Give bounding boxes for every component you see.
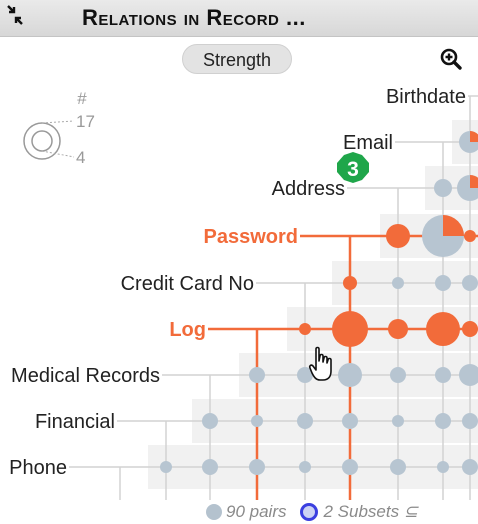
pair-node[interactable] [435, 275, 451, 291]
row-label-medical-records[interactable]: Medical Records [11, 365, 160, 387]
pair-node[interactable] [386, 224, 410, 248]
subset-ring-icon [300, 503, 319, 521]
pair-node[interactable] [342, 459, 358, 475]
hand-cursor-icon [308, 346, 332, 381]
pair-node[interactable] [338, 363, 362, 387]
zoom-in-icon[interactable] [439, 47, 463, 71]
legend-max: 17 [76, 112, 95, 131]
row-label-birthdate[interactable]: Birthdate [386, 86, 466, 108]
pair-node[interactable] [332, 311, 368, 347]
status-footer: 90 pairs 2 Subsets ⊆ [206, 500, 418, 524]
subsets-count[interactable]: 2 Subsets ⊆ [323, 502, 419, 521]
pair-node[interactable] [388, 319, 408, 339]
panel-title: Relations in Record ... [82, 5, 306, 30]
row-label-log[interactable]: Log [169, 319, 206, 341]
pair-node[interactable] [299, 461, 311, 473]
pair-node[interactable] [462, 459, 478, 475]
legend-header: # [77, 89, 87, 108]
pair-node[interactable] [426, 312, 460, 346]
size-legend: # 17 4 [23, 89, 95, 167]
pair-node[interactable] [299, 323, 311, 335]
row-label-address[interactable]: Address [272, 178, 345, 200]
pair-node[interactable] [392, 415, 404, 427]
pair-node[interactable] [459, 364, 478, 386]
pair-node[interactable] [462, 321, 478, 337]
title-bar: Relations in Record ... [0, 0, 478, 37]
row-label-phone[interactable]: Phone [9, 457, 67, 479]
pair-node[interactable] [249, 367, 265, 383]
pair-node[interactable] [434, 179, 452, 197]
pair-node[interactable] [297, 367, 313, 383]
pair-node[interactable] [249, 459, 265, 475]
pair-node-share [470, 131, 478, 142]
legend-min: 4 [76, 148, 85, 167]
collapse-icon[interactable] [4, 4, 26, 26]
pairs-count: 90 pairs [226, 502, 287, 521]
pair-node[interactable] [160, 461, 172, 473]
pair-node[interactable] [297, 413, 313, 429]
legend-min-circle [31, 130, 53, 152]
pair-node[interactable] [202, 459, 218, 475]
strength-button[interactable]: Strength [182, 44, 292, 74]
pair-node[interactable] [392, 277, 404, 289]
relations-matrix: Birthdate Email Address Password Credit Card… [9, 86, 478, 500]
pair-node[interactable] [462, 275, 478, 291]
pair-node[interactable] [343, 276, 357, 290]
row-label-credit-card-no[interactable]: Credit Card No [121, 273, 254, 295]
pair-node[interactable] [464, 230, 476, 242]
pair-node[interactable] [390, 367, 406, 383]
pair-node[interactable] [435, 367, 451, 383]
pair-node[interactable] [390, 459, 406, 475]
pairs-dot-icon [206, 504, 222, 520]
pair-node[interactable] [435, 413, 451, 429]
pair-node[interactable] [342, 413, 358, 429]
row-label-email[interactable]: Email [343, 132, 393, 154]
pair-node-share [443, 215, 464, 236]
pair-node[interactable] [437, 461, 449, 473]
subset-badge[interactable]: 3 [337, 152, 369, 183]
pair-node[interactable] [251, 415, 263, 427]
pair-node[interactable] [202, 413, 218, 429]
subset-badge-count: 3 [347, 158, 359, 181]
pair-node-share [470, 175, 478, 188]
row-label-password[interactable]: Password [204, 226, 298, 248]
pair-node[interactable] [462, 413, 478, 429]
row-label-financial[interactable]: Financial [35, 411, 115, 433]
